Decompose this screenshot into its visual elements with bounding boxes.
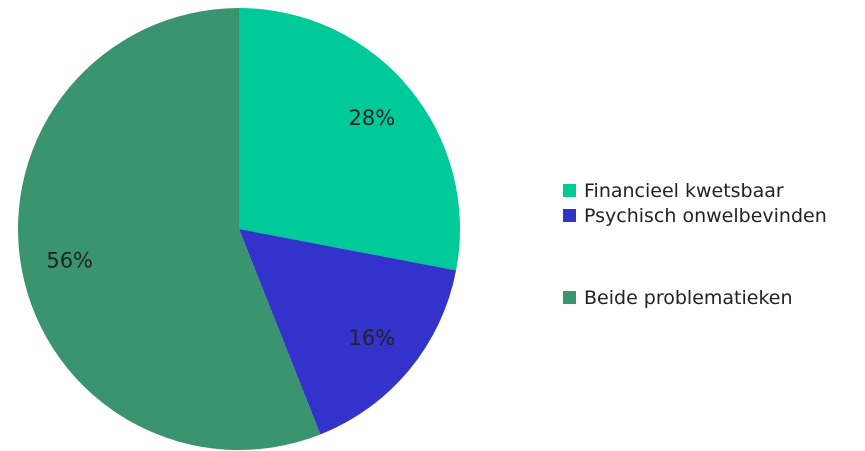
legend-swatch <box>563 291 576 304</box>
data-label: 56% <box>46 248 93 272</box>
legend-label: Beide problematieken <box>584 287 793 309</box>
pie-slice <box>239 229 457 435</box>
legend-item: Psychisch onwelbevinden <box>563 201 863 231</box>
data-label: 28% <box>348 106 395 130</box>
data-label: 16% <box>348 326 395 350</box>
pie-slice <box>239 8 460 271</box>
legend-label: Psychisch onwelbevinden <box>584 205 827 227</box>
legend-label: Financieel kwetsbaar <box>584 180 784 202</box>
legend-item: Beide problematieken <box>563 283 863 313</box>
legend-swatch <box>563 209 576 222</box>
legend-item: Financieel kwetsbaar <box>563 176 863 206</box>
pie-slice <box>18 8 321 450</box>
legend-swatch <box>563 184 576 197</box>
